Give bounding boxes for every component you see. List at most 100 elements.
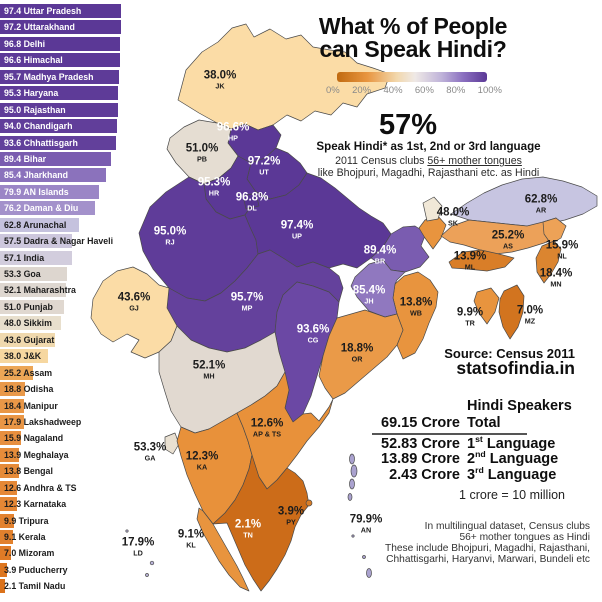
map-label-value: 9.9%	[456, 306, 484, 319]
ranking-bar-row: 2.1 Tamil Nadu	[0, 579, 150, 594]
ranking-bar-fill	[0, 431, 22, 446]
ranking-bar-row: 95.3 Haryana	[0, 86, 150, 101]
state-mz-region	[498, 284, 525, 340]
ranking-bar-fill	[0, 513, 15, 528]
ranking-bar-fill	[0, 398, 25, 413]
title-line2: can Speak Hindi?	[319, 36, 507, 62]
map-label-code: ML	[464, 262, 476, 272]
map-label-as: 25.2% AS	[491, 229, 525, 250]
title-line1: What % of People	[318, 13, 508, 39]
ranking-bar-row: 52.1 Maharashtra	[0, 283, 150, 298]
map-label-code: MN	[550, 279, 562, 289]
map-label-value: 97.4%	[280, 219, 314, 232]
ranking-bar-fill	[0, 168, 107, 183]
ranking-bar-row: 25.2 Assam	[0, 365, 150, 380]
ranking-bar-label: 7.0 Mizoram	[4, 548, 55, 559]
map-label-value: 12.6%	[250, 417, 284, 430]
ranking-bar-label: 51.0 Punjab	[4, 301, 53, 312]
map-label-code: HP	[227, 133, 238, 143]
ranking-bar-fill	[0, 217, 79, 232]
speakers-language-label: Total	[467, 415, 501, 431]
map-label-value: 38.0%	[203, 69, 237, 82]
ranking-bar-label: 53.3 Goa	[4, 269, 41, 279]
ranking-bar-row: 89.4 Bihar	[0, 151, 150, 166]
ranking-bar-fill	[0, 299, 65, 314]
ranking-bar-label: 13.8 Bengal	[4, 466, 53, 477]
ranking-bar-fill	[0, 119, 117, 134]
map-label-ar: 62.8% AR	[525, 194, 558, 214]
speakers-language-label: 2nd Language	[467, 449, 559, 467]
state-or-region	[318, 309, 404, 400]
map-label-value: 95.3%	[197, 176, 231, 189]
ranking-bar-row: 57.5 Dadra & Nagar Haveli	[0, 234, 150, 249]
map-label-value: 15.9%	[545, 239, 579, 252]
ranking-bar-row: 62.8 Arunachal	[0, 217, 150, 232]
ranking-bar-row: 7.0 Mizoram	[0, 546, 150, 561]
map-label-code: OR	[351, 354, 363, 364]
ranking-bar-fill	[0, 497, 17, 512]
ranking-bar-fill	[0, 562, 7, 577]
ranking-bar-row: 15.9 Nagaland	[0, 431, 150, 446]
map-label-value: 2.1%	[234, 518, 262, 531]
map-label-py: 3.9% PY	[278, 506, 304, 527]
ranking-bar-label: 96.8 Delhi	[4, 38, 46, 49]
map-label-mp: 95.7% MP	[231, 292, 264, 312]
ranking-bar-label: 79.9 AN Islands	[4, 186, 69, 197]
ranking-bar-fill	[0, 102, 118, 117]
map-label-value: 13.9%	[453, 250, 487, 263]
ranking-bar-label: 3.9 Puducherry	[4, 564, 68, 575]
map-label-mn: 18.4% MN	[540, 268, 573, 289]
state-ranking-list: 97.4 Uttar Pradesh 97.2 Uttarakhand 96.8 D…	[0, 4, 150, 596]
map-label-code: HR	[208, 188, 220, 198]
speakers-row: 13.89 Crore 2nd Language	[372, 449, 572, 467]
speakers-language-label: 1st Language	[467, 433, 556, 452]
ranking-bar-fill	[0, 365, 33, 380]
ranking-bar-label: 38.0 J&K	[4, 351, 42, 362]
ranking-bar-label: 9.9 Tripura	[4, 515, 49, 526]
map-label-value: 93.6%	[296, 323, 330, 336]
ranking-bar-fill	[0, 579, 5, 594]
footnote-line: These include Bhojpuri, Magadhi, Rajasth…	[384, 543, 590, 554]
ranking-bar-row: 97.2 Uttarakhand	[0, 20, 150, 35]
map-label-value: 48.0%	[436, 206, 470, 219]
map-label-code: PY	[286, 517, 296, 527]
footnote-line: 56+ mother tongues as Hindi	[459, 532, 590, 543]
map-label-code: AN	[360, 525, 372, 535]
map-label-code: JH	[364, 296, 374, 306]
ranking-bar-fill	[0, 20, 121, 35]
map-label-kl: 9.1% KL	[178, 529, 204, 549]
ranking-bar-row: 85.4 Jharkhand	[0, 168, 150, 183]
source-line: Source: Census 2011	[444, 346, 575, 361]
ranking-bar-label: 43.6 Gujarat	[4, 334, 55, 345]
headline-examples: like Bhojpuri, Magadhi, Rajasthani etc. …	[317, 166, 540, 179]
ranking-bar-label: 17.9 Lakshadweep	[4, 416, 82, 427]
ranking-bar-row: 9.1 Kerala	[0, 530, 150, 544]
map-label-value: 25.2%	[491, 229, 525, 242]
ranking-bar-row: 53.3 Goa	[0, 267, 150, 281]
map-label-ga: 53.3% GA	[134, 442, 167, 462]
map-label-ka: 12.3% KA	[186, 451, 219, 471]
speakers-row: 69.15 Crore Total	[372, 416, 527, 435]
map-label-or: 18.8% OR	[341, 343, 374, 364]
state-an-islands	[347, 453, 372, 578]
map-label-value: 85.4%	[352, 284, 386, 297]
ranking-bar-row: 93.6 Chhattisgarh	[0, 135, 150, 150]
state-dl-region	[242, 192, 260, 210]
map-label-value: 13.8%	[399, 296, 433, 309]
ranking-bar-fill	[0, 36, 121, 51]
methodology-footnote: In multilingual dataset, Census clubs 56+…	[300, 521, 590, 565]
ranking-bar-label: 93.6 Chhattisgarh	[4, 137, 78, 148]
ranking-bar-label: 95.0 Rajasthan	[4, 104, 66, 115]
state-ml-region	[448, 249, 515, 272]
ranking-bar-label: 76.2 Daman & Diu	[4, 203, 79, 214]
map-label-code: SK	[447, 218, 458, 228]
ranking-bar-fill	[0, 382, 25, 397]
ranking-bar-row: 43.6 Gujarat	[0, 332, 150, 347]
map-label-up: 97.4% UP	[280, 219, 314, 240]
map-label-code: LD	[133, 548, 143, 558]
speakers-language-label: 3rd Language	[467, 464, 557, 483]
map-label-value: 96.6%	[216, 121, 250, 134]
map-label-code: RJ	[165, 237, 175, 247]
map-label-value: 96.8%	[235, 191, 269, 204]
map-label-code: MZ	[524, 316, 536, 326]
